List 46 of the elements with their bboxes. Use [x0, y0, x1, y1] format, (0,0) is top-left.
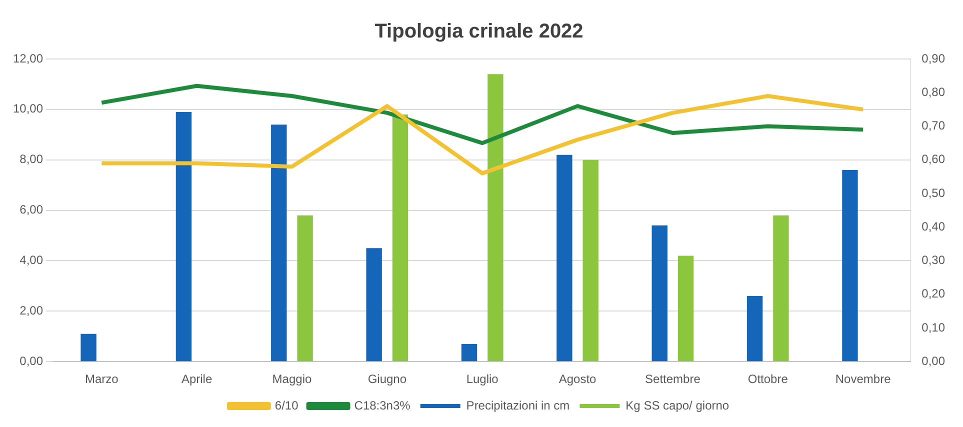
y-tick-label: 6,00: [20, 202, 44, 217]
bar: [582, 160, 598, 362]
legend-label: 6/10: [274, 398, 299, 412]
y-tick-label: 0,00: [20, 354, 44, 368]
x-tick-label: Giugno: [368, 372, 407, 386]
y2-tick-label: 0,10: [922, 320, 946, 334]
x-tick-label: Agosto: [558, 372, 597, 386]
legend-label: C18:3n3%: [354, 398, 411, 412]
legend-label: Precipitazioni in cm: [466, 398, 570, 412]
bar: [271, 124, 287, 362]
bar: [176, 112, 192, 362]
y2-tick-label: 0,70: [922, 118, 946, 133]
y2-tick-label: 0,40: [922, 219, 946, 234]
y2-tick-label: 0,00: [922, 354, 946, 368]
y2-tick-label: 0,30: [922, 253, 946, 268]
bar: [746, 296, 763, 362]
y-tick-label: 10,00: [13, 102, 44, 116]
x-tick-label: Aprile: [181, 372, 212, 386]
chart-title: Tipologia crinale 2022: [374, 20, 584, 43]
x-tick-label: Marzo: [84, 372, 119, 386]
bar: [366, 248, 382, 362]
bar: [842, 170, 858, 362]
y-tick-label: 8,00: [20, 152, 44, 166]
x-tick-label: Maggio: [272, 372, 312, 386]
y2-tick-label: 0,60: [922, 152, 946, 166]
y2-tick-label: 0,20: [922, 286, 946, 301]
bar: [461, 344, 478, 362]
x-tick-label: Ottobre: [748, 372, 788, 386]
bar: [678, 256, 694, 362]
x-tick-label: Settembre: [645, 372, 701, 386]
bar: [80, 334, 96, 362]
y-tick-label: 2,00: [20, 303, 44, 318]
y2-tick-label: 0,80: [922, 84, 946, 99]
bar: [392, 114, 408, 362]
y2-tick-label: 0,90: [922, 51, 946, 66]
bar: [652, 225, 668, 362]
x-tick-label: Luglio: [466, 372, 499, 386]
bar: [773, 215, 789, 362]
bar: [556, 154, 572, 362]
y-tick-label: 4,00: [20, 253, 44, 268]
x-tick-label: Novembre: [835, 372, 892, 386]
bar: [488, 74, 504, 362]
y-tick-label: 12,00: [13, 51, 44, 66]
y2-tick-label: 0,50: [922, 186, 946, 200]
legend-label: Kg SS capo/ giorno: [626, 398, 730, 412]
bar: [297, 215, 313, 362]
